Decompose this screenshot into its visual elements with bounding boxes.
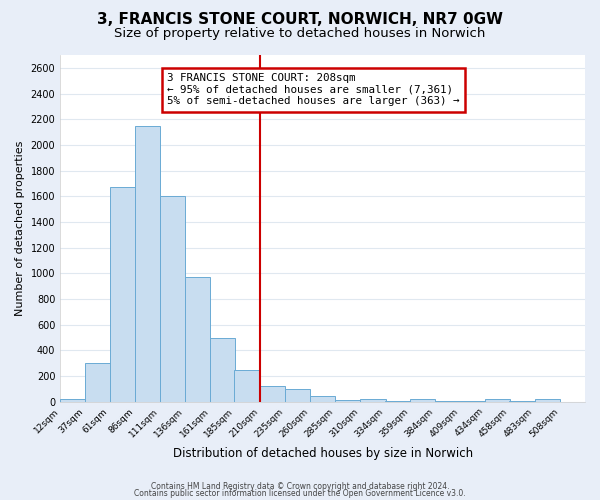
Bar xyxy=(85,363,110,402)
Bar xyxy=(460,401,485,402)
Bar xyxy=(410,399,435,402)
X-axis label: Distribution of detached houses by size in Norwich: Distribution of detached houses by size … xyxy=(173,447,473,460)
Bar xyxy=(435,401,460,402)
Y-axis label: Number of detached properties: Number of detached properties xyxy=(15,140,25,316)
Text: 3, FRANCIS STONE COURT, NORWICH, NR7 0GW: 3, FRANCIS STONE COURT, NORWICH, NR7 0GW xyxy=(97,12,503,28)
Bar xyxy=(509,401,535,402)
Bar xyxy=(535,399,560,402)
Text: 3 FRANCIS STONE COURT: 208sqm
← 95% of detached houses are smaller (7,361)
5% of: 3 FRANCIS STONE COURT: 208sqm ← 95% of d… xyxy=(167,73,460,106)
Bar xyxy=(135,126,160,402)
Bar xyxy=(285,389,310,402)
Text: Size of property relative to detached houses in Norwich: Size of property relative to detached ho… xyxy=(115,28,485,40)
Bar xyxy=(210,338,235,402)
Bar xyxy=(185,277,210,402)
Bar xyxy=(335,400,361,402)
Bar xyxy=(361,399,386,402)
Bar xyxy=(235,370,260,402)
Bar xyxy=(110,188,135,402)
Text: Contains HM Land Registry data © Crown copyright and database right 2024.: Contains HM Land Registry data © Crown c… xyxy=(151,482,449,491)
Bar xyxy=(160,196,185,402)
Bar xyxy=(310,396,335,402)
Bar xyxy=(60,399,85,402)
Text: Contains public sector information licensed under the Open Government Licence v3: Contains public sector information licen… xyxy=(134,489,466,498)
Bar xyxy=(485,399,511,402)
Bar xyxy=(385,401,410,402)
Bar xyxy=(260,386,285,402)
